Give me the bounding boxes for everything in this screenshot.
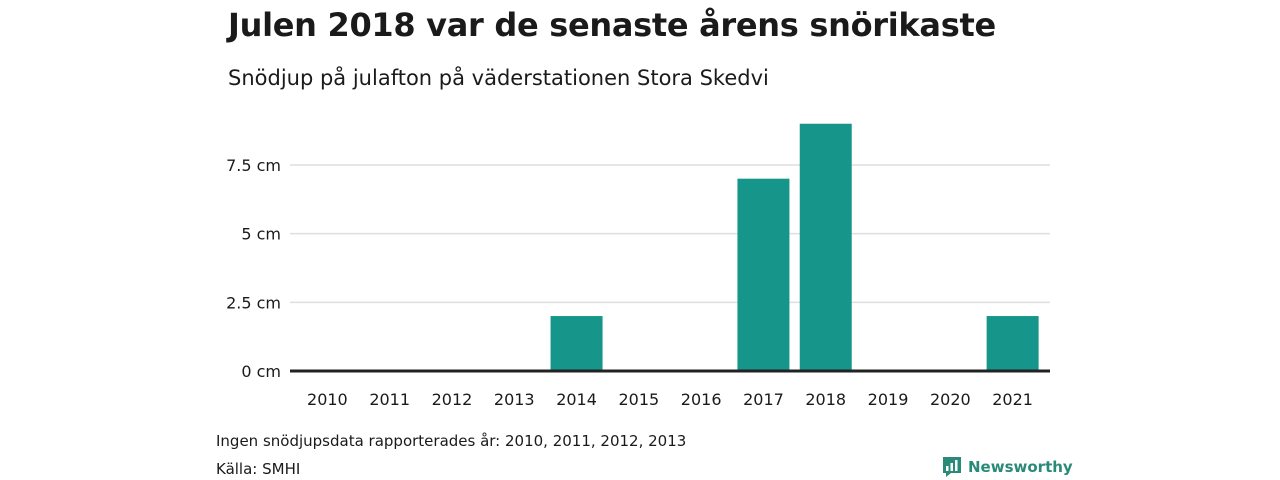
x-tick-label: 2017: [743, 390, 784, 409]
source-note: Källa: SMHI: [216, 460, 301, 478]
x-tick-label: 2013: [494, 390, 535, 409]
chart-subtitle: Snödjup på julafton på väderstationen St…: [228, 66, 769, 90]
bar-2018: [799, 123, 852, 371]
bars: [550, 123, 1039, 371]
y-tick-label: 5 cm: [241, 225, 281, 244]
y-tick-label: 0 cm: [241, 362, 281, 381]
y-axis-ticks: 0 cm 2.5 cm 5 cm 7.5 cm: [226, 156, 281, 381]
gridlines: [290, 164, 1050, 304]
x-tick-label: 2020: [930, 390, 971, 409]
x-tick-label: 2019: [868, 390, 909, 409]
brand-logo: Newsworthy: [942, 456, 1073, 478]
x-axis-ticks: 2010 2011 2012 2013 2014 2015 2016 2017 2018 2019…: [307, 390, 1033, 409]
x-tick-label: 2014: [556, 390, 597, 409]
x-tick-label: 2010: [307, 390, 348, 409]
x-tick-label: 2016: [681, 390, 722, 409]
y-tick-label: 7.5 cm: [226, 156, 281, 175]
x-tick-label: 2015: [618, 390, 659, 409]
bar-2014: [550, 316, 603, 371]
y-tick-label: 2.5 cm: [226, 293, 281, 312]
newsworthy-logo-icon: [943, 457, 961, 477]
x-tick-label: 2012: [432, 390, 473, 409]
brand-name: Newsworthy: [968, 458, 1073, 476]
chart-title: Julen 2018 var de senaste årens snörikas…: [228, 6, 996, 44]
bar-2021: [986, 316, 1039, 371]
bar-chart: 0 cm2.5 cm5 cm7.5 cm 2010 2011 2012 2013 201…: [226, 123, 1050, 409]
x-tick-label: 2011: [369, 390, 410, 409]
bar-2017: [737, 178, 790, 371]
x-tick-label: 2021: [992, 390, 1033, 409]
footnote: Ingen snödjupsdata rapporterades år: 201…: [216, 432, 687, 450]
x-tick-label: 2018: [805, 390, 846, 409]
